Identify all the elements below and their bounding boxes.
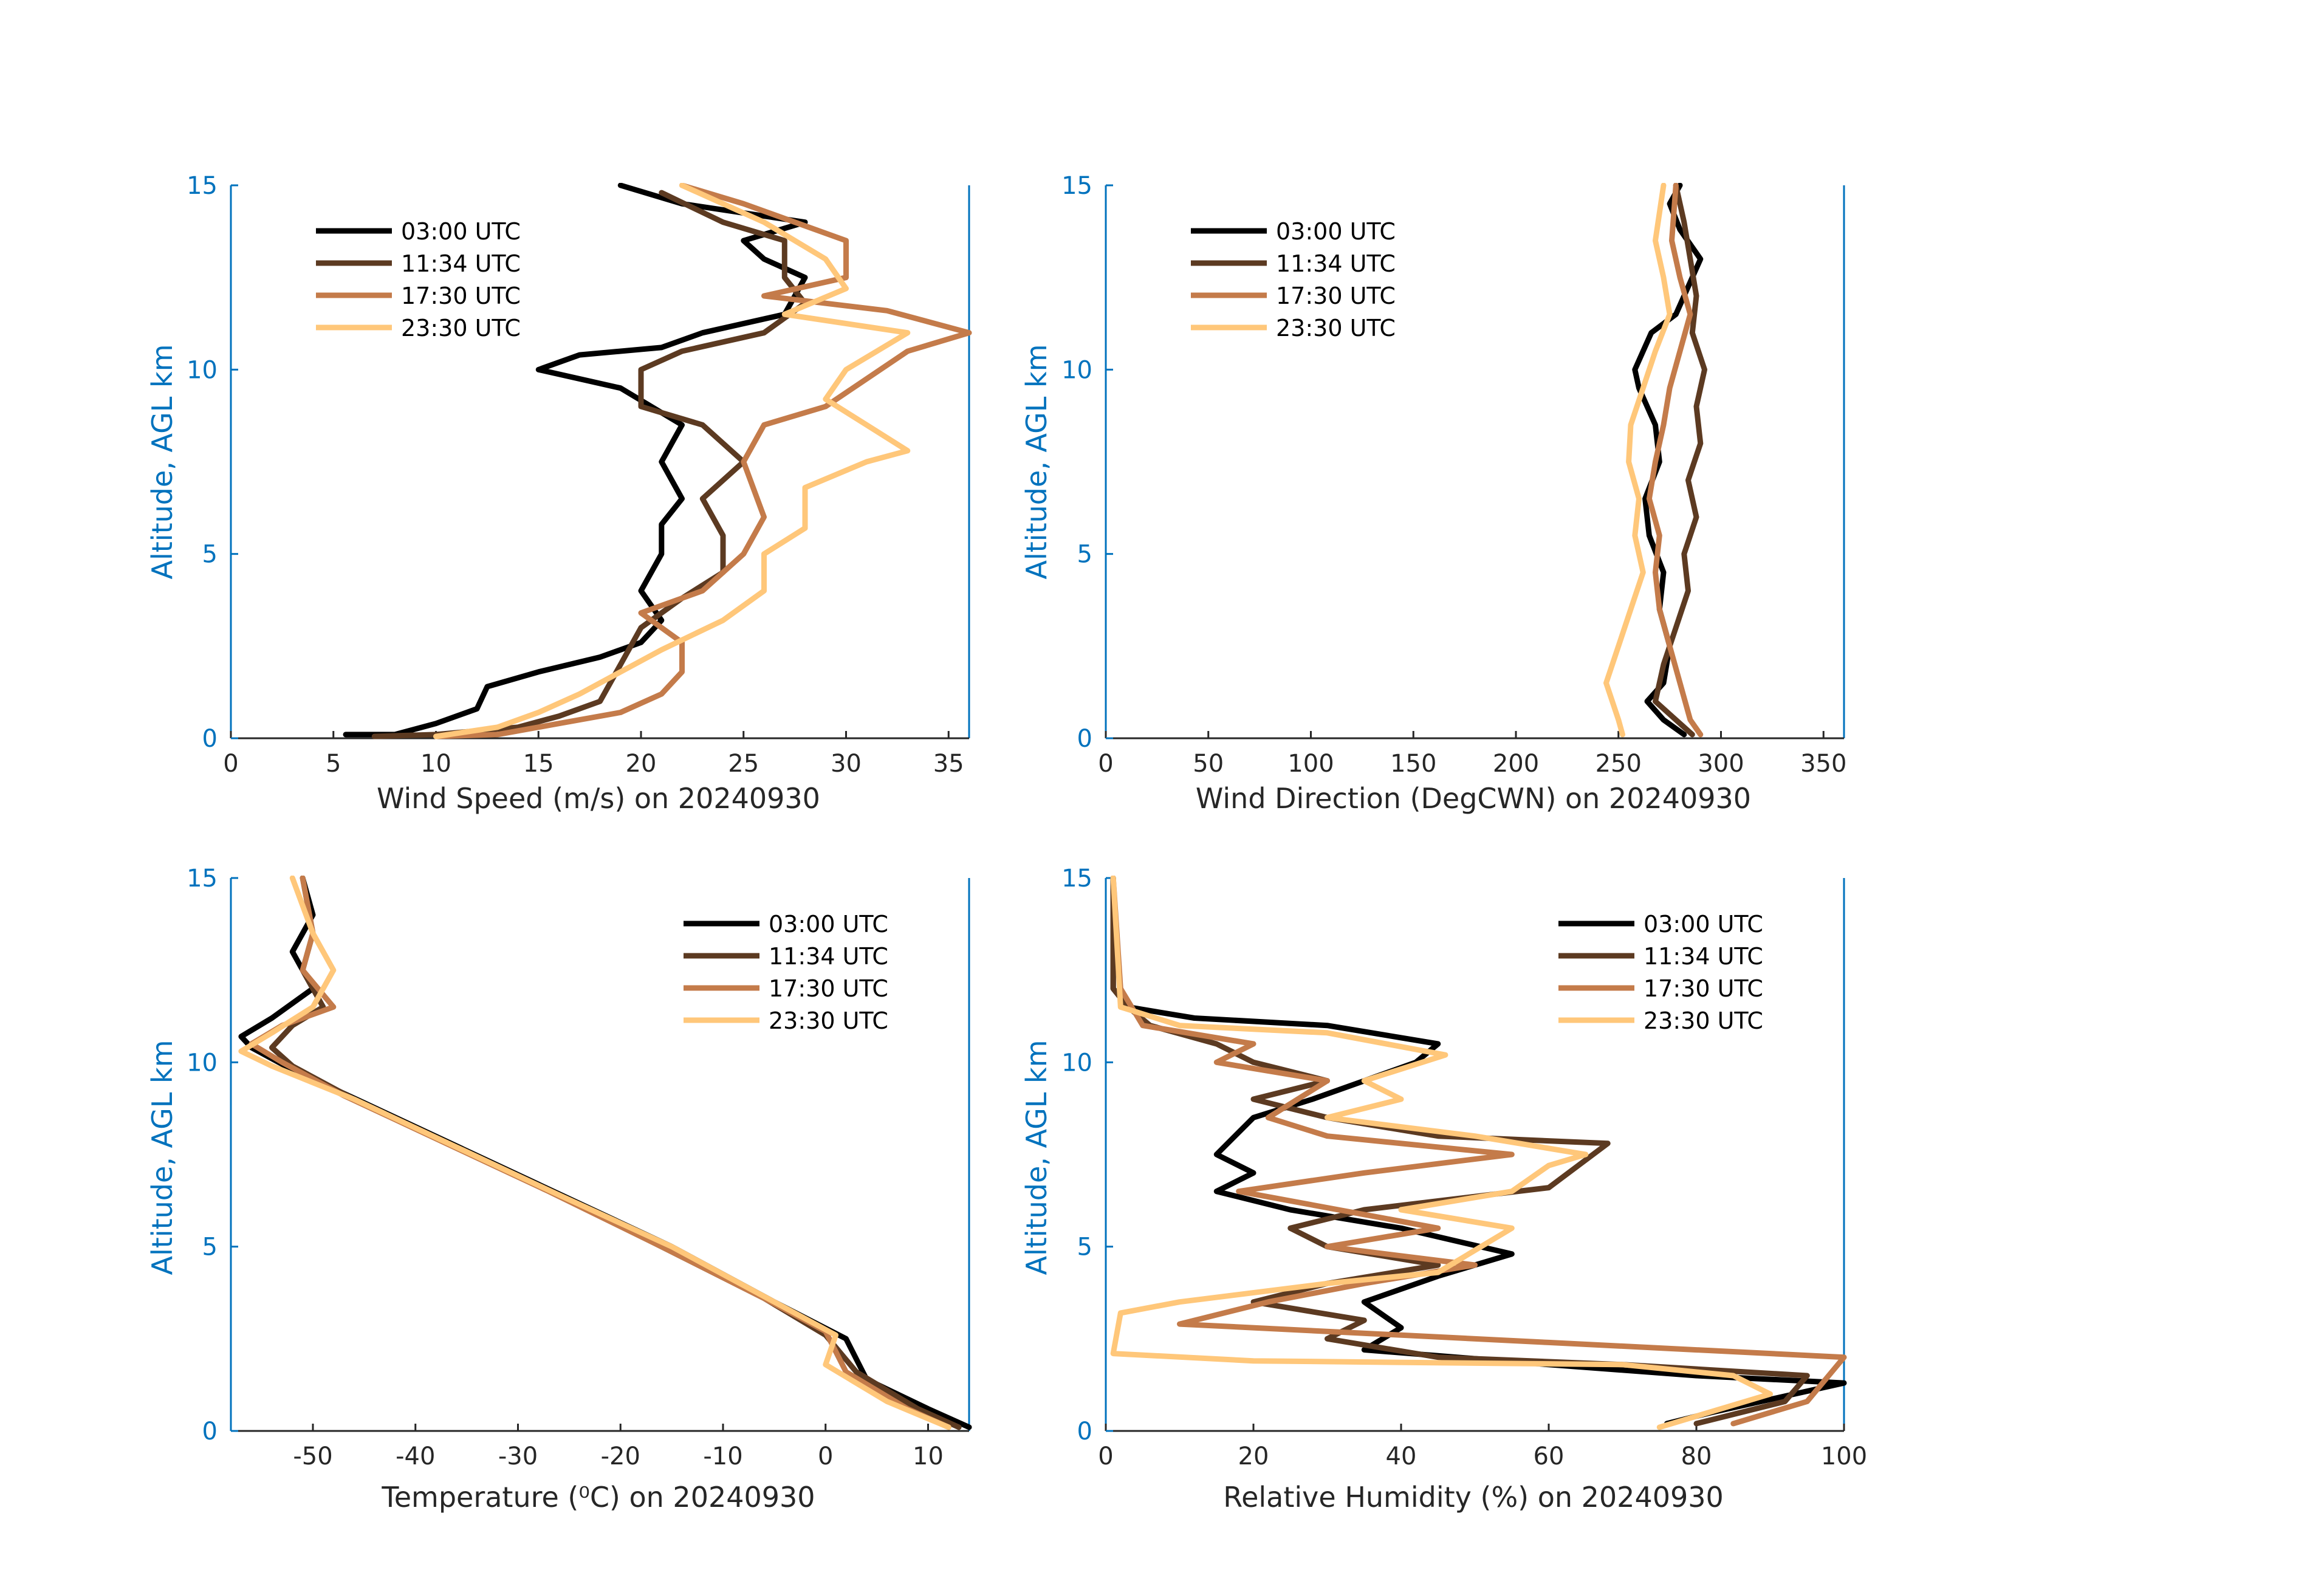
legend-wind-speed: 03:00 UTC 11:34 UTC 17:30 UTC 23:30 UTC xyxy=(316,218,521,341)
y-tick-label-wind-speed: 0 xyxy=(202,725,218,753)
y-tick-label-wind-speed: 5 xyxy=(202,541,218,569)
x-tick-label-relative-humidity: 20 xyxy=(1238,1442,1269,1470)
series-group-wind-speed xyxy=(343,183,972,739)
series-group-relative-humidity xyxy=(1110,876,1847,1430)
ylabel-wind-direction: Altitude, AGL km xyxy=(1020,344,1053,579)
legend-label-relative-humidity-4: 23:30 UTC xyxy=(1644,1007,1763,1034)
x-tick-label-wind-direction: 200 xyxy=(1493,750,1539,778)
y-tick-label-relative-humidity: 15 xyxy=(1061,865,1092,893)
legend-label-wind-speed-4: 23:30 UTC xyxy=(401,315,521,341)
ylabel-temperature: Altitude, AGL km xyxy=(146,1040,179,1275)
x-tick-label-wind-direction: 350 xyxy=(1800,750,1846,778)
chart-temperature: -50 -40 -30 -20 -10 0 10 0 5 10 15 03:00 UTC 11:34 U… xyxy=(187,865,972,1470)
x-tick-label-temperature: -40 xyxy=(396,1442,435,1470)
x-tick-label-wind-speed: 5 xyxy=(326,750,341,778)
xlabel-wind-speed: Wind Speed (m/s) on 20240930 xyxy=(377,782,820,815)
chart-wind-speed: 0 5 10 15 20 25 30 35 0 5 10 15 03:00 UTC 11:34 UTC 17… xyxy=(187,172,972,778)
y-tick-label-temperature: 15 xyxy=(187,865,218,893)
x-tick-label-wind-speed: 15 xyxy=(523,750,554,778)
y-tick-label-relative-humidity: 0 xyxy=(1077,1418,1092,1446)
legend-label-wind-speed-2: 11:34 UTC xyxy=(401,250,521,277)
x-tick-label-wind-direction: 0 xyxy=(1098,750,1113,778)
y-tick-label-wind-direction: 5 xyxy=(1077,541,1092,569)
x-tick-label-wind-speed: 0 xyxy=(223,750,238,778)
panel-wind-speed: Wind Speed (m/s) on 20240930 Altitude, A… xyxy=(146,344,820,815)
legend-relative-humidity: 03:00 UTC 11:34 UTC 17:30 UTC 23:30 UTC xyxy=(1558,911,1763,1034)
x-tick-label-relative-humidity: 80 xyxy=(1681,1442,1712,1470)
ylabel-relative-humidity: Altitude, AGL km xyxy=(1020,1040,1053,1275)
x-tick-label-relative-humidity: 60 xyxy=(1534,1442,1565,1470)
legend-label-wind-speed-1: 03:00 UTC xyxy=(401,218,521,245)
x-tick-label-wind-speed: 10 xyxy=(420,750,451,778)
x-tick-label-temperature: 10 xyxy=(913,1442,944,1470)
x-tick-label-wind-direction: 150 xyxy=(1390,750,1436,778)
chart-wind-direction: 0 50 100 150 200 250 300 350 0 5 10 15 03:00 UTC 11:3… xyxy=(1061,172,1846,778)
legend-temperature: 03:00 UTC 11:34 UTC 17:30 UTC 23:30 UTC xyxy=(684,911,888,1034)
legend-wind-direction: 03:00 UTC 11:34 UTC 17:30 UTC 23:30 UTC xyxy=(1191,218,1396,341)
y-tick-label-wind-speed: 15 xyxy=(187,172,218,200)
x-tick-label-wind-speed: 35 xyxy=(933,750,964,778)
legend-label-wind-speed-3: 17:30 UTC xyxy=(401,283,521,309)
legend-label-relative-humidity-2: 11:34 UTC xyxy=(1644,943,1763,970)
y-tick-label-temperature: 5 xyxy=(202,1233,218,1261)
x-tick-label-wind-speed: 25 xyxy=(728,750,759,778)
y-tick-label-temperature: 10 xyxy=(187,1049,218,1077)
x-tick-label-relative-humidity: 40 xyxy=(1386,1442,1417,1470)
x-tick-label-wind-direction: 100 xyxy=(1287,750,1334,778)
legend-label-relative-humidity-1: 03:00 UTC xyxy=(1644,911,1763,938)
series-group-wind-direction xyxy=(1603,183,1707,738)
series-line-relative-humidity-3 xyxy=(1110,876,1847,1427)
x-tick-label-relative-humidity: 100 xyxy=(1821,1442,1867,1470)
legend-label-temperature-1: 03:00 UTC xyxy=(769,911,888,938)
panel-temperature: Temperature (⁰C) on 20240930 Altitude, A… xyxy=(146,1040,815,1514)
xlabel-temperature: Temperature (⁰C) on 20240930 xyxy=(381,1481,815,1514)
legend-label-wind-direction-2: 11:34 UTC xyxy=(1276,250,1396,277)
x-tick-label-temperature: -10 xyxy=(703,1442,742,1470)
x-tick-label-temperature: -30 xyxy=(498,1442,538,1470)
xlabel-relative-humidity: Relative Humidity (%) on 20240930 xyxy=(1223,1481,1724,1514)
series-line-wind-direction-1 xyxy=(1632,183,1704,738)
legend-label-wind-direction-1: 03:00 UTC xyxy=(1276,218,1396,245)
series-line-wind-direction-2 xyxy=(1653,183,1707,738)
y-tick-label-wind-speed: 10 xyxy=(187,356,218,384)
x-tick-label-temperature: 0 xyxy=(818,1442,833,1470)
series-line-wind-speed-1 xyxy=(343,183,808,738)
ylabel-wind-speed: Altitude, AGL km xyxy=(146,344,179,579)
series-line-relative-humidity-4 xyxy=(1110,876,1773,1430)
legend-label-wind-direction-3: 17:30 UTC xyxy=(1276,283,1396,309)
x-tick-label-wind-direction: 250 xyxy=(1596,750,1642,778)
legend-label-temperature-3: 17:30 UTC xyxy=(769,975,888,1002)
y-tick-label-wind-direction: 15 xyxy=(1061,172,1092,200)
y-tick-label-relative-humidity: 10 xyxy=(1061,1049,1092,1077)
x-tick-label-relative-humidity: 0 xyxy=(1098,1442,1113,1470)
series-line-wind-direction-4 xyxy=(1603,183,1673,738)
panel-relative-humidity: Relative Humidity (%) on 20240930 Altitu… xyxy=(1020,1040,1724,1514)
chart-relative-humidity: 0 20 40 60 80 100 0 5 10 15 03:00 UTC 11:34 UTC 17:3… xyxy=(1061,865,1867,1470)
legend-label-relative-humidity-3: 17:30 UTC xyxy=(1644,975,1763,1002)
series-line-relative-humidity-2 xyxy=(1110,876,1810,1427)
panel-wind-direction: Wind Direction (DegCWN) on 20240930 Alti… xyxy=(1020,344,1751,815)
x-tick-label-temperature: -50 xyxy=(293,1442,332,1470)
series-line-wind-speed-4 xyxy=(433,183,911,739)
x-tick-label-wind-direction: 300 xyxy=(1698,750,1744,778)
x-tick-label-wind-speed: 20 xyxy=(626,750,657,778)
x-tick-label-wind-speed: 30 xyxy=(831,750,862,778)
y-tick-label-temperature: 0 xyxy=(202,1418,218,1446)
xlabel-wind-direction: Wind Direction (DegCWN) on 20240930 xyxy=(1196,782,1751,815)
legend-label-temperature-4: 23:30 UTC xyxy=(769,1007,888,1034)
y-tick-label-wind-direction: 10 xyxy=(1061,356,1092,384)
y-tick-label-relative-humidity: 5 xyxy=(1077,1233,1092,1261)
legend-label-wind-direction-4: 23:30 UTC xyxy=(1276,315,1396,341)
x-tick-label-temperature: -20 xyxy=(601,1442,640,1470)
x-tick-label-wind-direction: 50 xyxy=(1193,750,1224,778)
series-line-wind-speed-3 xyxy=(433,183,972,739)
series-group-temperature xyxy=(238,876,972,1430)
legend-label-temperature-2: 11:34 UTC xyxy=(769,943,888,970)
series-line-wind-direction-3 xyxy=(1646,183,1704,738)
y-tick-label-wind-direction: 0 xyxy=(1077,725,1092,753)
series-line-temperature-4 xyxy=(238,876,951,1430)
